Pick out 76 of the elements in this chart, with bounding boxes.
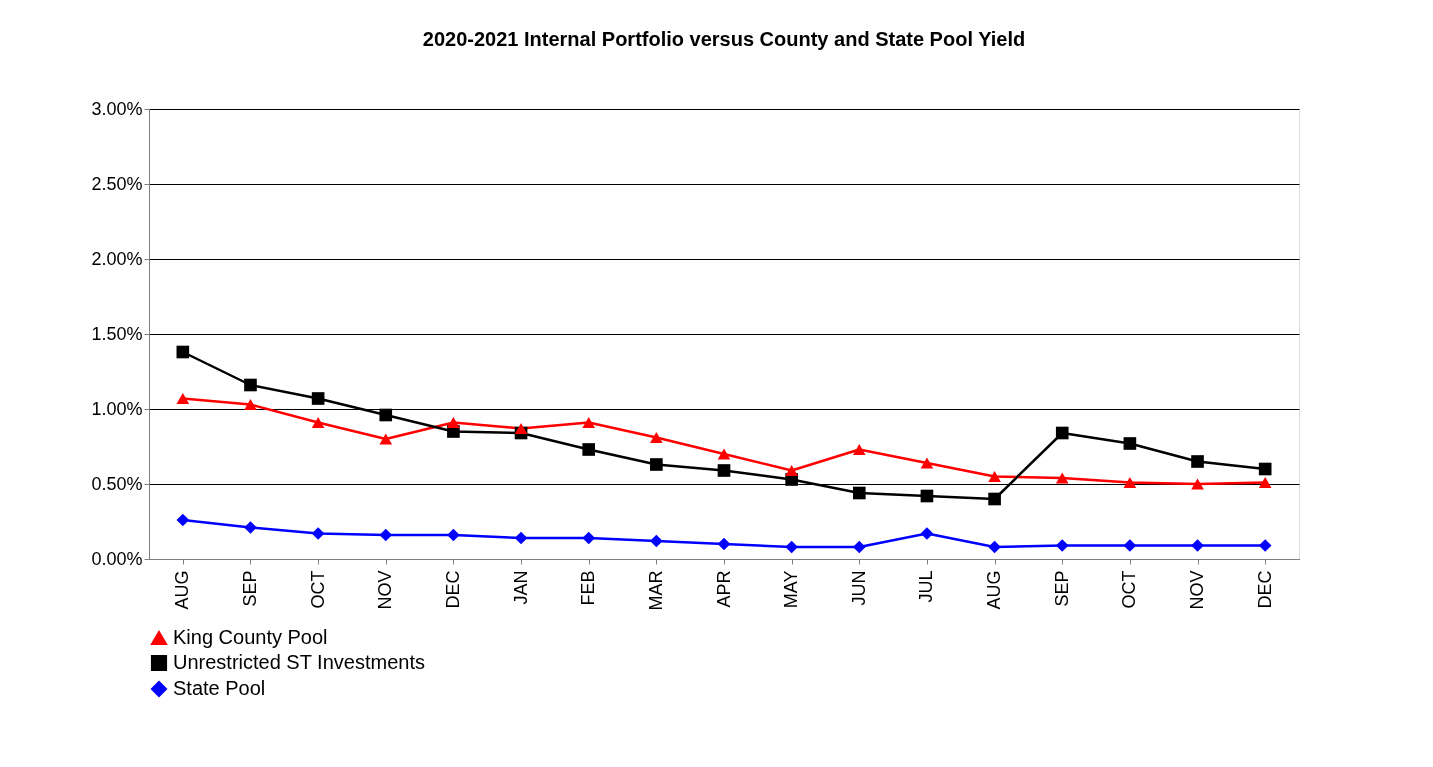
point xyxy=(717,537,731,551)
point xyxy=(1258,462,1272,476)
point xyxy=(920,457,934,469)
x-tick-label: SEP xyxy=(1051,570,1072,607)
legend-label: King County Pool xyxy=(173,626,328,648)
point xyxy=(785,465,798,476)
point xyxy=(852,486,866,500)
y-tick-label: 3.00% xyxy=(91,98,143,119)
x-tick-label: JUN xyxy=(848,570,869,606)
point xyxy=(1123,477,1137,488)
x-tick-label: NOV xyxy=(375,570,396,610)
point xyxy=(1258,477,1272,488)
legend-label: State Pool xyxy=(173,677,266,699)
point xyxy=(988,540,1001,554)
y-tick-label: 0.00% xyxy=(91,548,143,569)
y-tick-label: 2.50% xyxy=(91,173,143,194)
point xyxy=(717,448,731,460)
point xyxy=(379,528,393,542)
point xyxy=(244,378,257,392)
point xyxy=(244,399,257,410)
point xyxy=(988,492,1001,506)
point xyxy=(1123,437,1137,450)
point xyxy=(514,531,528,545)
x-tick-label: APR xyxy=(713,570,734,608)
point xyxy=(1055,539,1069,552)
x-tick-label: OCT xyxy=(307,570,328,609)
x-tick-label: NOV xyxy=(1187,570,1208,610)
x-tick-label: SEP xyxy=(239,570,260,607)
point xyxy=(785,540,798,554)
point xyxy=(852,540,866,554)
point xyxy=(244,521,257,534)
point xyxy=(1055,426,1069,440)
point xyxy=(1258,539,1272,552)
point xyxy=(1191,539,1204,552)
x-tick-label: MAR xyxy=(645,570,666,611)
y-tick-label: 1.50% xyxy=(91,323,143,344)
point xyxy=(650,534,663,548)
point xyxy=(311,527,325,540)
x-tick-label: JAN xyxy=(510,570,531,605)
y-tick-label: 1.00% xyxy=(91,398,143,419)
point xyxy=(176,393,190,404)
point xyxy=(514,423,528,434)
y-tick-label: 0.50% xyxy=(91,473,143,494)
point xyxy=(852,444,866,455)
point xyxy=(1055,472,1069,484)
point xyxy=(379,433,393,445)
point xyxy=(717,464,731,477)
y-tick-label: 2.00% xyxy=(91,248,143,269)
legend-label: Unrestricted ST Investments xyxy=(173,651,425,673)
point xyxy=(447,417,460,428)
point xyxy=(176,513,190,527)
point xyxy=(176,345,190,359)
chart-title: 2020-2021 Internal Portfolio versus County and State Pool Yield xyxy=(422,28,1026,50)
point xyxy=(1191,478,1204,490)
point xyxy=(582,531,596,545)
point xyxy=(920,489,934,503)
point xyxy=(920,527,934,540)
point xyxy=(311,392,325,405)
x-tick-label: OCT xyxy=(1119,570,1140,609)
x-tick-label: AUG xyxy=(172,570,193,610)
point xyxy=(582,417,596,428)
point xyxy=(447,528,460,542)
x-tick-label: FEB xyxy=(578,570,599,606)
point xyxy=(1123,539,1137,552)
point xyxy=(311,417,325,428)
point xyxy=(988,471,1001,482)
point xyxy=(650,432,663,443)
point xyxy=(650,458,663,471)
x-tick-label: AUG xyxy=(984,570,1005,610)
x-tick-label: MAY xyxy=(781,570,802,609)
point xyxy=(1191,455,1204,468)
x-tick-label: DEC xyxy=(442,570,463,609)
x-tick-label: JUL xyxy=(916,570,937,603)
point xyxy=(379,408,393,422)
point xyxy=(582,443,596,456)
x-tick-label: DEC xyxy=(1254,570,1275,609)
